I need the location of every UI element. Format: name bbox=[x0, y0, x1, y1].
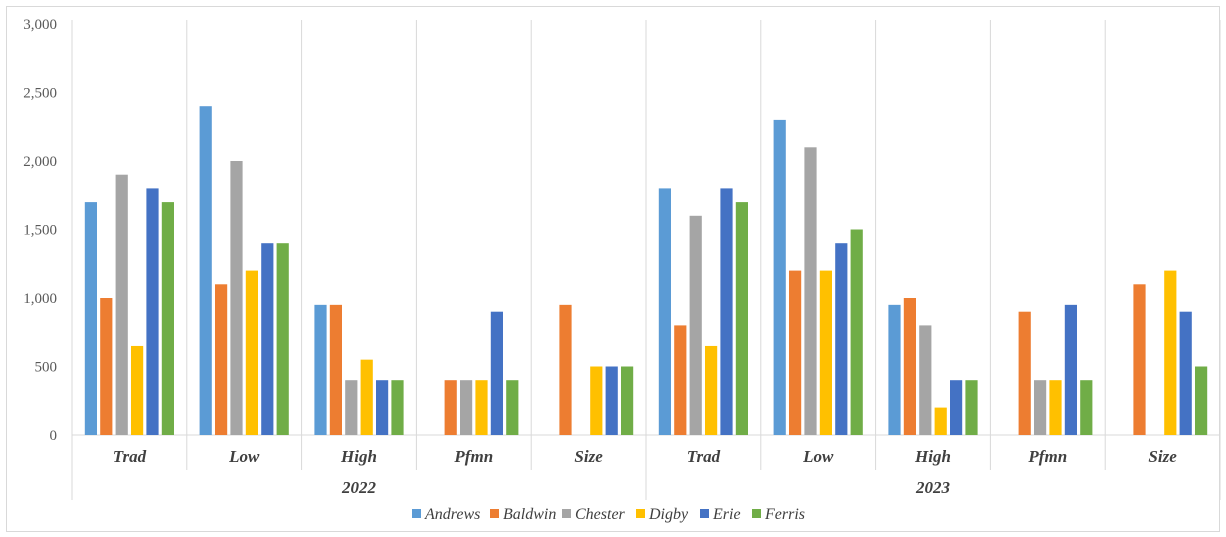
y-tick-label: 2,000 bbox=[23, 154, 57, 170]
x-category-label: Trad bbox=[113, 447, 147, 466]
bar-chester bbox=[919, 325, 932, 435]
bar-digby bbox=[705, 345, 718, 435]
bar-baldwin bbox=[789, 270, 802, 435]
bar-baldwin bbox=[1018, 311, 1031, 435]
bar-erie bbox=[1179, 311, 1192, 435]
bar-erie bbox=[605, 366, 618, 435]
bar-ferris bbox=[1080, 380, 1093, 435]
bar-digby bbox=[1164, 270, 1177, 435]
legend-item-digby: Digby bbox=[636, 506, 689, 523]
y-tick-label: 3,000 bbox=[23, 17, 57, 33]
bar-chester bbox=[115, 174, 128, 435]
bar-erie bbox=[261, 243, 274, 435]
x-category-label: High bbox=[340, 447, 377, 466]
legend-item-baldwin: Baldwin bbox=[490, 506, 556, 523]
bar-digby bbox=[590, 366, 603, 435]
x-category-label: Size bbox=[574, 447, 603, 466]
bar-andrews bbox=[84, 202, 97, 435]
bar-chester bbox=[230, 161, 243, 435]
legend-swatch bbox=[412, 509, 421, 518]
legend-swatch bbox=[562, 509, 571, 518]
y-tick-label: 1,500 bbox=[23, 223, 57, 239]
bar-digby bbox=[1049, 380, 1062, 435]
legend-swatch bbox=[700, 509, 709, 518]
bar-ferris bbox=[735, 202, 748, 435]
bar-ferris bbox=[1195, 366, 1208, 435]
legend-swatch bbox=[636, 509, 645, 518]
y-tick-label: 0 bbox=[50, 428, 58, 444]
bar-ferris bbox=[621, 366, 634, 435]
bar-digby bbox=[475, 380, 488, 435]
bar-erie bbox=[720, 188, 733, 435]
y-tick-label: 500 bbox=[35, 360, 58, 376]
legend-label: Chester bbox=[575, 506, 626, 523]
bar-digby bbox=[819, 270, 832, 435]
bar-baldwin bbox=[674, 325, 687, 435]
legend-label: Andrews bbox=[424, 506, 480, 523]
bar-digby bbox=[360, 359, 373, 435]
bar-baldwin bbox=[329, 304, 342, 435]
bar-baldwin bbox=[215, 284, 228, 435]
bar-ferris bbox=[276, 243, 289, 435]
x-group-label: 2023 bbox=[915, 478, 951, 497]
bar-erie bbox=[376, 380, 389, 435]
x-category-label: Trad bbox=[687, 447, 721, 466]
legend-swatch bbox=[752, 509, 761, 518]
category-separators bbox=[71, 20, 1221, 500]
legend-label: Erie bbox=[712, 506, 741, 523]
bar-andrews bbox=[888, 304, 901, 435]
bar-chester bbox=[689, 215, 702, 435]
bar-erie bbox=[490, 311, 503, 435]
y-tick-label: 1,000 bbox=[23, 291, 57, 307]
legend-label: Digby bbox=[648, 506, 689, 523]
legend-item-erie: Erie bbox=[700, 506, 741, 523]
bar-baldwin bbox=[100, 298, 113, 435]
x-category-label: Low bbox=[802, 447, 834, 466]
x-category-label: Low bbox=[228, 447, 260, 466]
bar-andrews bbox=[199, 106, 212, 435]
legend-item-chester: Chester bbox=[562, 506, 626, 523]
legend-label: Ferris bbox=[764, 506, 805, 523]
bar-erie bbox=[146, 188, 159, 435]
bar-baldwin bbox=[903, 298, 916, 435]
legend-label: Baldwin bbox=[503, 506, 556, 523]
bar-andrews bbox=[773, 119, 786, 436]
bar-chester bbox=[1034, 380, 1047, 435]
legend: Andrews Baldwin Chester Digby Erie Ferris bbox=[412, 506, 805, 523]
bar-digby bbox=[934, 407, 947, 435]
x-group-label: 2022 bbox=[341, 478, 377, 497]
bar-erie bbox=[1064, 304, 1077, 435]
x-category-label: Pfmn bbox=[453, 447, 493, 466]
x-category-label: High bbox=[914, 447, 951, 466]
bar-andrews bbox=[314, 304, 327, 435]
bar-ferris bbox=[850, 229, 863, 435]
bar-chester bbox=[804, 147, 817, 436]
bar-chester bbox=[345, 380, 358, 435]
bar-baldwin bbox=[1133, 284, 1146, 435]
x-axis: Trad Low High Pfmn Size Trad Low High Pfmn Size 20… bbox=[113, 447, 1178, 497]
bar-baldwin bbox=[559, 304, 572, 435]
y-axis: 0 500 1,000 1,500 2,000 2,500 3,000 bbox=[23, 17, 57, 444]
x-category-label: Size bbox=[1148, 447, 1177, 466]
legend-swatch bbox=[490, 509, 499, 518]
y-tick-label: 2,500 bbox=[23, 86, 57, 102]
bars bbox=[84, 106, 1208, 436]
bar-ferris bbox=[506, 380, 519, 435]
bar-chester bbox=[460, 380, 473, 435]
legend-item-ferris: Ferris bbox=[752, 506, 805, 523]
bar-digby bbox=[131, 345, 144, 435]
bar-ferris bbox=[965, 380, 978, 435]
bar-erie bbox=[950, 380, 963, 435]
bar-ferris bbox=[391, 380, 404, 435]
bar-baldwin bbox=[444, 380, 457, 435]
bar-erie bbox=[835, 243, 848, 435]
x-category-label: Pfmn bbox=[1027, 447, 1067, 466]
bar-ferris bbox=[161, 202, 174, 435]
bar-andrews bbox=[658, 188, 671, 435]
bar-digby bbox=[245, 270, 258, 435]
legend-item-andrews: Andrews bbox=[412, 506, 480, 523]
